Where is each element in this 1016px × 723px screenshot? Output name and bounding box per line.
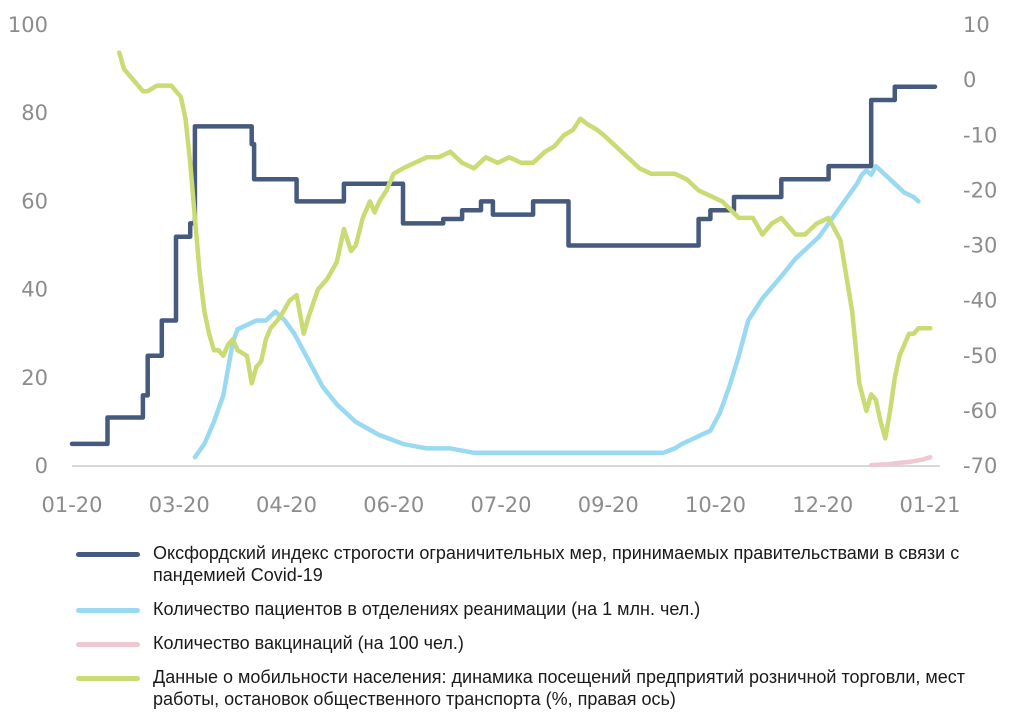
legend-swatch-vaccinations [76,642,140,647]
x-tick-label: 01-20 [41,493,102,517]
right-tick-label: 10 [963,13,990,37]
series-layer [69,50,938,468]
x-tick-label: 03-20 [149,493,210,517]
legend-item-icu-patients: Количество пациентов в отделениях реаним… [76,598,1006,620]
x-tick-label: 06-20 [363,493,424,517]
x-tick-label: 07-20 [470,493,531,517]
legend-swatch-mobility [76,676,140,681]
x-tick-label: 01-21 [899,493,960,517]
left-tick-label: 100 [8,13,48,37]
right-tick-label: -20 [963,178,997,202]
legend-swatch-stringency-index [76,552,140,557]
right-tick-label: -70 [963,454,997,478]
right-tick-label: 0 [963,68,976,92]
series-line-vaccinations [868,454,933,468]
legend-label-mobility: Данные о мобильности населения: динамика… [153,667,966,709]
left-tick-label: 20 [21,366,48,390]
left-tick-label: 80 [21,101,48,125]
legend: Оксфордский индекс строгости ограничител… [76,542,1006,710]
legend-label-icu-patients: Количество пациентов в отделениях реаним… [153,599,701,619]
series-line-mobility [117,50,933,441]
legend-label-vaccinations: Количество вакцинаций (на 100 чел.) [153,633,464,653]
left-tick-label: 60 [21,189,48,213]
legend-item-mobility: Данные о мобильности населения: динамика… [76,666,1006,710]
left-tick-label: 40 [21,278,48,302]
right-tick-label: -10 [963,123,997,147]
x-tick-label: 04-20 [256,493,317,517]
series-line-stringency-index [69,84,938,447]
x-tick-label: 10-20 [685,493,746,517]
legend-item-stringency-index: Оксфордский индекс строгости ограничител… [76,542,1006,586]
x-tick-label: 12-20 [792,493,853,517]
legend-item-vaccinations: Количество вакцинаций (на 100 чел.) [76,632,1006,654]
right-tick-label: -30 [963,234,997,258]
x-tick-label: 09-20 [578,493,639,517]
series-line-icu-patients [192,163,921,460]
legend-label-stringency-index: Оксфордский индекс строгости ограничител… [153,543,960,585]
left-tick-label: 0 [35,454,48,478]
legend-swatch-icu-patients [76,608,140,613]
right-tick-label: -40 [963,289,997,313]
right-tick-label: -60 [963,399,997,423]
left-axis-ticks: 0 20 40 60 80 100 [8,13,48,478]
x-axis-ticks: 01-20 03-20 04-20 06-20 07-20 09-20 10-20 12-20… [41,493,960,517]
right-axis-ticks: 10 0 -10 -20 -30 -40 -50 -60 -70 [963,13,997,478]
right-tick-label: -50 [963,344,997,368]
